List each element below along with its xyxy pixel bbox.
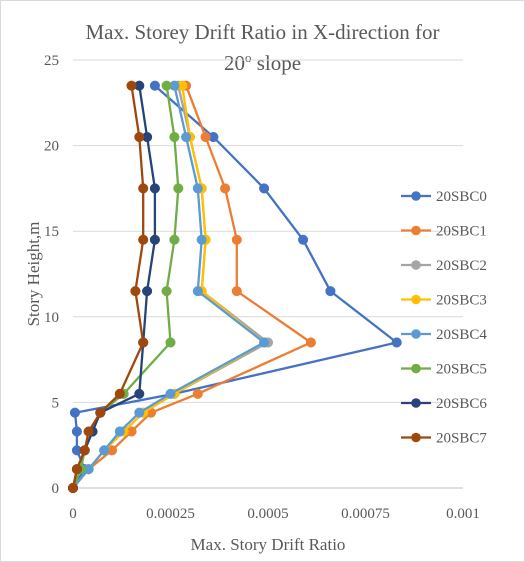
y-tick-label: 10: [44, 310, 59, 326]
data-point: [138, 234, 149, 245]
legend-marker-20SBC0: [411, 191, 421, 201]
data-point: [192, 183, 203, 194]
legend-label-20SBC1: 20SBC1: [436, 224, 487, 240]
data-point: [220, 183, 231, 194]
chart-title-line1: Max. Storey Drift Ratio in X-direction f…: [85, 20, 440, 44]
data-point: [391, 337, 402, 348]
chart-title-degree: o: [244, 50, 252, 65]
x-tick-label: 0.00075: [341, 506, 390, 522]
data-point: [169, 131, 180, 143]
data-point: [165, 337, 176, 348]
legend-marker-20SBC6: [411, 398, 421, 408]
data-point: [165, 388, 176, 399]
data-point: [149, 234, 160, 245]
legend-label-20SBC4: 20SBC4: [436, 327, 487, 343]
legend-label-20SBC3: 20SBC3: [436, 293, 487, 309]
data-point: [149, 80, 160, 91]
data-point: [149, 183, 160, 194]
y-tick-label: 20: [44, 139, 59, 155]
chart-title-slope-value: 20: [223, 51, 245, 75]
data-point: [231, 234, 242, 245]
data-point: [305, 337, 316, 348]
data-point: [130, 286, 141, 297]
data-point: [71, 464, 82, 475]
legend-label-20SBC6: 20SBC6: [436, 396, 487, 412]
chart-title-slope-word: slope: [251, 51, 302, 75]
x-tick-label: 0.001: [446, 506, 480, 522]
legend-marker-20SBC2: [411, 260, 421, 270]
data-point: [161, 80, 172, 91]
data-point: [138, 183, 149, 194]
data-point: [200, 131, 211, 143]
y-tick-label: 25: [44, 53, 59, 69]
data-point: [259, 337, 270, 348]
chart-title-line2: 20o slope: [1, 45, 524, 76]
legend-marker-20SBC4: [411, 329, 421, 339]
data-point: [99, 445, 110, 456]
legend-label-20SBC7: 20SBC7: [436, 431, 487, 447]
data-point: [71, 426, 82, 437]
data-point: [325, 286, 336, 297]
data-point: [134, 388, 145, 399]
data-point: [192, 388, 203, 399]
legend-label-20SBC0: 20SBC0: [436, 189, 487, 205]
y-tick-label: 15: [44, 224, 59, 240]
data-point: [169, 234, 180, 245]
data-point: [181, 131, 192, 143]
data-point: [142, 286, 153, 297]
x-tick-label: 0: [69, 506, 77, 522]
data-point: [79, 445, 90, 456]
data-point: [134, 407, 145, 418]
data-point: [67, 482, 79, 494]
data-point: [69, 407, 80, 418]
data-point: [138, 337, 149, 348]
legend-label-20SBC5: 20SBC5: [436, 362, 487, 378]
data-point: [231, 286, 242, 297]
data-point: [83, 426, 94, 437]
data-point: [134, 131, 145, 143]
data-point: [161, 286, 172, 297]
y-tick-label: 0: [52, 481, 60, 497]
legend-marker-20SBC5: [411, 363, 421, 374]
y-axis-label: Story Height,m: [24, 222, 43, 327]
chart-title: Max. Storey Drift Ratio in X-direction f…: [1, 19, 524, 76]
data-point: [95, 407, 106, 418]
data-point: [114, 426, 125, 437]
x-axis-label: Max. Story Drift Ratio: [191, 535, 346, 554]
legend-marker-20SBC1: [411, 225, 421, 236]
data-point: [196, 234, 207, 245]
data-point: [126, 80, 137, 91]
data-point: [173, 183, 184, 194]
legend-label-20SBC2: 20SBC2: [436, 258, 487, 274]
legend-marker-20SBC7: [411, 432, 421, 443]
x-tick-label: 0.00025: [146, 506, 195, 522]
legend-marker-20SBC3: [411, 294, 421, 305]
data-point: [192, 286, 203, 297]
y-tick-label: 5: [52, 395, 60, 411]
x-tick-label: 0.0005: [247, 506, 288, 522]
data-point: [298, 234, 309, 245]
data-point: [114, 388, 125, 399]
data-point: [259, 183, 270, 194]
